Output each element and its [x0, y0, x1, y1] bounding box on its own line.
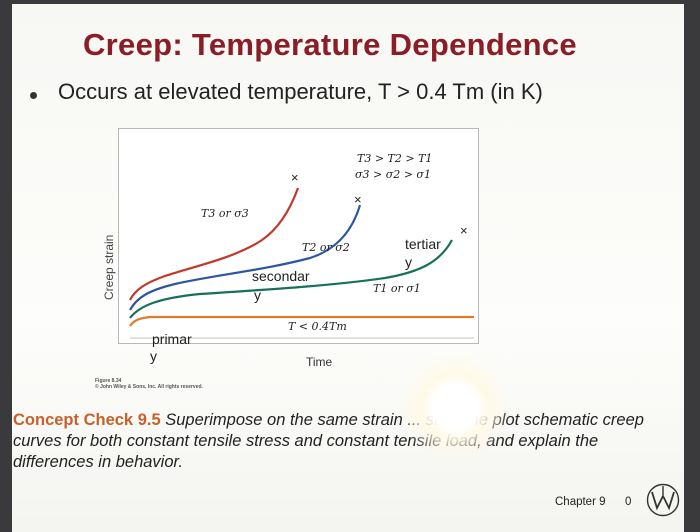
stage-primary-a: primar — [152, 331, 192, 347]
curve-t1-series — [129, 239, 453, 319]
concept-check: Concept Check 9.5 Superimpose on the sam… — [13, 410, 673, 473]
light-glare — [400, 352, 510, 462]
curve-t2-series — [129, 204, 362, 311]
order-stress: σ3 > σ2 > σ1 — [355, 168, 431, 181]
y-axis-label: Creep strain — [102, 234, 116, 300]
rupture-mark-t2: × — [354, 192, 362, 207]
stage-tertiary-a: tertiar — [405, 236, 441, 252]
concept-check-label: Concept Check 9.5 — [13, 411, 161, 429]
label-t2: T2 or σ2 — [302, 241, 350, 254]
page-number: 0 — [625, 496, 632, 508]
order-temperature: T3 > T2 > T1 — [357, 152, 433, 165]
stage-secondary-a: secondar — [252, 268, 310, 284]
x-axis-label: Time — [306, 355, 333, 369]
stage-secondary-b: y — [254, 287, 261, 303]
chapter-label: Chapter 9 — [555, 496, 606, 508]
rupture-mark-t3: × — [291, 170, 299, 185]
figure-caption-line1: Figure 8.34 — [95, 378, 122, 384]
wiley-logo-icon — [646, 483, 680, 517]
bullet-dot — [30, 92, 37, 99]
stage-tertiary-b: y — [405, 254, 412, 270]
stage-primary-b: y — [150, 348, 157, 364]
rupture-mark-t1: × — [460, 223, 468, 238]
plot-area — [118, 128, 479, 344]
slide-title: Creep: Temperature Dependence — [83, 27, 577, 62]
curve-tlow-series — [129, 315, 474, 327]
bullet-text: Occurs at elevated temperature, T > 0.4 … — [58, 79, 543, 104]
label-t3: T3 or σ3 — [201, 207, 249, 220]
label-tlow: T < 0.4Tm — [288, 320, 347, 333]
label-t1: T1 or σ1 — [373, 282, 421, 295]
curve-t3-series — [129, 187, 300, 301]
figure-caption: Figure 8.34 © John Wiley & Sons, Inc. Al… — [95, 378, 203, 390]
figure-caption-line2: © John Wiley & Sons, Inc. All rights res… — [95, 384, 203, 390]
